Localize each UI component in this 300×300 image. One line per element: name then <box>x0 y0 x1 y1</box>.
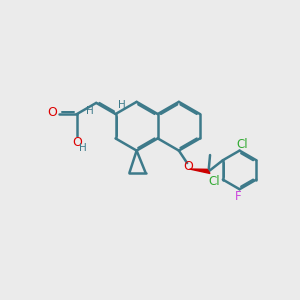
Text: H: H <box>86 106 94 116</box>
Text: Cl: Cl <box>209 176 220 188</box>
Text: O: O <box>48 106 58 119</box>
Text: Cl: Cl <box>237 138 248 151</box>
Text: H: H <box>79 142 87 153</box>
Text: O: O <box>184 160 194 173</box>
Text: O: O <box>72 136 82 149</box>
Text: F: F <box>235 190 242 203</box>
Polygon shape <box>190 169 210 173</box>
Text: H: H <box>118 100 125 110</box>
